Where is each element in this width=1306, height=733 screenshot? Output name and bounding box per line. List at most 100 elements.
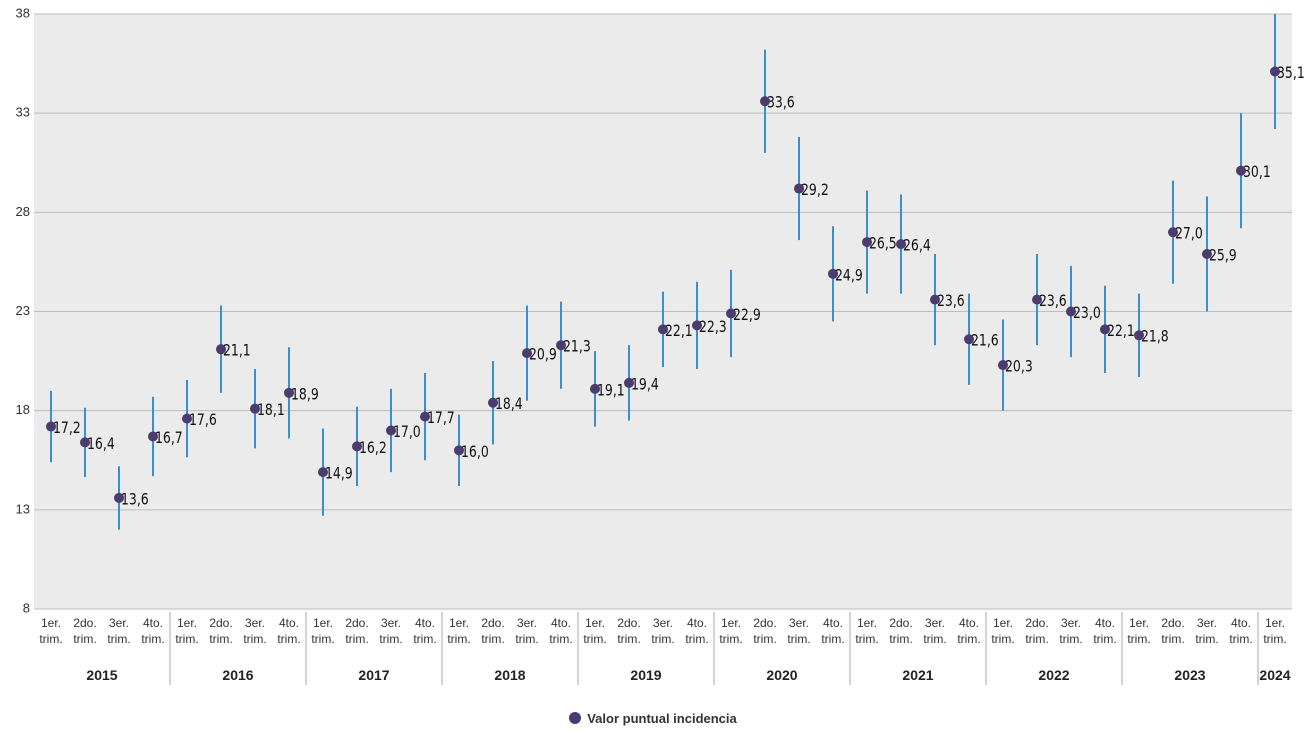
data-label: 22,9 [733, 307, 761, 325]
x-tick-label: 4to. trim. [413, 616, 437, 646]
x-tick-label: 3er. trim. [923, 616, 947, 646]
x-tick-label: 4to. trim. [821, 616, 845, 646]
x-group-label: 2018 [494, 667, 526, 683]
x-group-label: 2021 [902, 667, 934, 683]
x-tick-label: 2do. trim. [345, 616, 369, 646]
x-tick-label: 3er. trim. [787, 616, 811, 646]
point [1100, 324, 1110, 335]
x-tick-label: 3er. trim. [1195, 616, 1219, 646]
x-tick-label: 4to. trim. [957, 616, 981, 646]
point [1168, 227, 1178, 238]
data-label: 16,2 [359, 439, 387, 457]
x-tick-label: 3er. trim. [243, 616, 267, 646]
x-group-label: 2017 [358, 667, 390, 683]
point [828, 268, 838, 279]
point [46, 421, 56, 432]
point [998, 360, 1008, 371]
point [1066, 306, 1076, 317]
x-tick-label: 4to. trim. [141, 616, 165, 646]
x-tick-label: 2do. trim. [481, 616, 505, 646]
point [352, 441, 362, 452]
x-tick-label: 1er. trim. [39, 616, 63, 646]
point [148, 431, 158, 442]
point [726, 308, 736, 319]
y-tick-label: 18 [16, 402, 30, 417]
point [114, 492, 124, 503]
y-tick-label: 38 [16, 5, 30, 20]
point [216, 344, 226, 355]
y-tick-label: 33 [16, 105, 30, 120]
x-group-label: 2022 [1038, 667, 1070, 683]
x-tick-label: 1er. trim. [1127, 616, 1151, 646]
data-label: 18,9 [291, 386, 319, 404]
point [930, 294, 940, 305]
point [760, 96, 770, 107]
x-tick-label: 4to. trim. [685, 616, 709, 646]
data-label: 16,0 [461, 443, 489, 461]
x-tick-label: 3er. trim. [651, 616, 675, 646]
point [624, 377, 634, 388]
data-label: 30,1 [1243, 164, 1271, 182]
data-label: 20,3 [1005, 358, 1033, 376]
point [964, 334, 974, 345]
point [556, 340, 566, 351]
data-label: 35,1 [1277, 65, 1305, 83]
data-label: 18,1 [257, 402, 285, 420]
data-label: 17,6 [189, 412, 217, 430]
x-tick-label: 4to. trim. [1229, 616, 1253, 646]
point [658, 324, 668, 335]
data-label: 26,5 [869, 235, 897, 253]
x-tick-label: 2do. trim. [1161, 616, 1185, 646]
x-tick-label: 3er. trim. [515, 616, 539, 646]
data-label: 21,8 [1141, 328, 1169, 346]
x-group-label: 2023 [1174, 667, 1206, 683]
x-group-label: 2019 [630, 667, 662, 683]
data-label: 23,0 [1073, 305, 1101, 323]
point [1202, 248, 1212, 259]
data-label: 22,3 [699, 318, 727, 336]
data-label: 27,0 [1175, 225, 1203, 243]
data-label: 23,6 [1039, 293, 1067, 311]
data-label: 16,7 [155, 430, 183, 448]
data-label: 19,4 [631, 376, 659, 394]
data-label: 14,9 [325, 465, 353, 483]
x-tick-label: 2do. trim. [753, 616, 777, 646]
x-tick-label: 2do. trim. [617, 616, 641, 646]
x-group-label: 2015 [86, 667, 118, 683]
x-group-label: 2024 [1259, 667, 1291, 683]
x-tick-label: 3er. trim. [379, 616, 403, 646]
point [1032, 294, 1042, 305]
x-tick-label: 1er. trim. [583, 616, 607, 646]
data-label: 21,6 [971, 332, 999, 350]
data-label: 24,9 [835, 267, 863, 285]
point [1236, 165, 1246, 176]
x-group-label: 2016 [222, 667, 254, 683]
point [454, 445, 464, 456]
point [420, 411, 430, 422]
x-tick-label: 3er. trim. [1059, 616, 1083, 646]
x-tick-label: 1er. trim. [1263, 616, 1287, 646]
y-tick-label: 23 [16, 303, 30, 318]
y-tick-label: 13 [16, 501, 30, 516]
point [250, 403, 260, 414]
point [1134, 330, 1144, 341]
point [318, 467, 328, 478]
data-label: 17,0 [393, 424, 421, 442]
point [182, 413, 192, 424]
point [692, 320, 702, 331]
x-tick-label: 4to. trim. [277, 616, 301, 646]
data-label: 33,6 [767, 94, 795, 112]
x-tick-label: 4to. trim. [1093, 616, 1117, 646]
x-tick-label: 1er. trim. [311, 616, 335, 646]
data-label: 17,7 [427, 410, 455, 428]
point [1270, 66, 1280, 77]
x-tick-label: 2do. trim. [1025, 616, 1049, 646]
x-tick-label: 1er. trim. [991, 616, 1015, 646]
data-label: 18,4 [495, 396, 523, 414]
point [794, 183, 804, 194]
x-tick-label: 1er. trim. [175, 616, 199, 646]
x-tick-label: 1er. trim. [447, 616, 471, 646]
x-tick-label: 1er. trim. [855, 616, 879, 646]
y-tick-label: 28 [16, 204, 30, 219]
